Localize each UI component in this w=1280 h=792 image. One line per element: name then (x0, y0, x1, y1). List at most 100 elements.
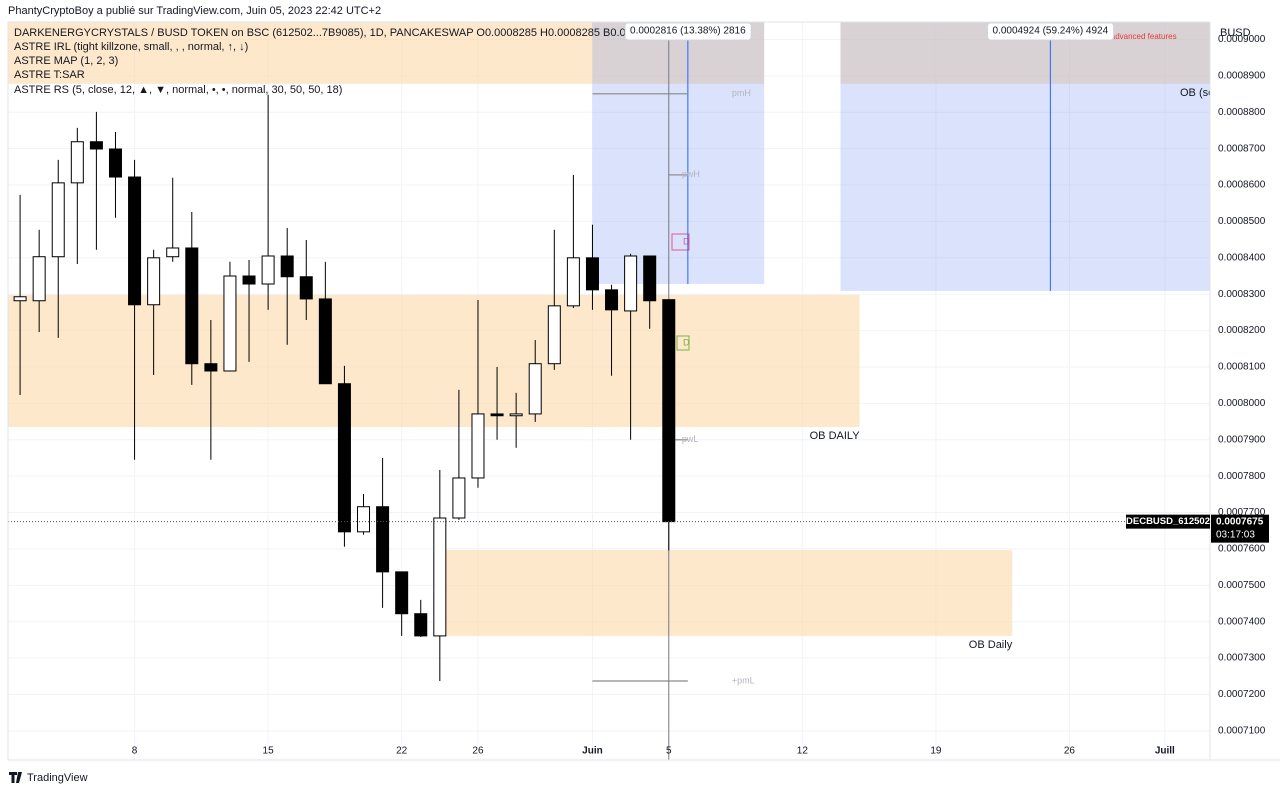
candle-body (89, 141, 103, 150)
y-tick-label: 0.0008600 (1218, 180, 1266, 191)
candle-body (280, 255, 294, 278)
indicator-line: ASTRE T:SAR (14, 69, 85, 81)
axes: BUSD 0.0007100 0.0007200 0.0007300 0.000740… (7, 21, 1280, 761)
candle-body (624, 255, 638, 312)
countdown: 03:17:03 (1216, 529, 1255, 540)
candle-body (605, 289, 619, 311)
zone (840, 22, 1210, 291)
y-tick-label: 0.0008500 (1218, 216, 1266, 227)
d-marker: D (683, 337, 690, 347)
level-label: pwL (682, 434, 699, 444)
y-tick-label: 0.0007800 (1218, 471, 1266, 482)
candle-body (566, 257, 580, 307)
y-tick-label: 0.0007400 (1218, 616, 1266, 627)
measure-label-bg (987, 22, 1115, 41)
indicator-line: ASTRE MAP (1, 2, 3) (14, 55, 118, 67)
indicator-line: ASTRE RS (5, close, 12, ▲, ▼, normal, •,… (14, 84, 342, 96)
x-tick-label: 26 (1064, 746, 1076, 757)
y-tick-label: 0.0008200 (1218, 325, 1266, 336)
y-tick-label: 0.0007700 (1218, 507, 1266, 518)
candle-body (318, 298, 332, 385)
x-tick-label: Juill (1155, 746, 1175, 757)
symbol-line: DARKENERGYCRYSTALS / BUSD TOKEN on BSC (… (14, 27, 725, 39)
candle-body (51, 182, 65, 258)
candle-body (376, 506, 390, 573)
candle-body (70, 141, 84, 184)
symbol-tag: DECBUSD_612502 (1126, 516, 1210, 527)
x-tick-label: 12 (797, 746, 809, 757)
brand: TradingView (27, 772, 88, 784)
zone (439, 550, 1013, 636)
d-marker: D (683, 236, 690, 246)
candle-body (223, 275, 237, 372)
level-label: pwH (682, 169, 700, 179)
candle-body (585, 257, 599, 291)
plot: D D pmH pwH pwL +pmL (8, 22, 1210, 760)
x-tick-label: 15 (263, 746, 275, 757)
candle-body (452, 477, 466, 519)
currency-label: BUSD (1220, 27, 1251, 39)
d-box (676, 335, 690, 351)
zone (592, 22, 765, 285)
level-label: +pmL (732, 675, 755, 685)
d-box (671, 233, 690, 251)
measure-label: 0.0004924 (59.24%) 4924 (987, 22, 1115, 41)
candle-body (528, 363, 542, 415)
y-tick-label: 0.0009000 (1218, 34, 1266, 45)
candle-body (337, 383, 351, 533)
candle-body (357, 506, 371, 533)
footer: TradingView (9, 772, 88, 784)
candle-body (242, 275, 256, 285)
logo (9, 772, 22, 783)
published-line: PhantyCryptoBoy a publié sur TradingView… (8, 5, 381, 17)
y-tick-label: 0.0007900 (1218, 434, 1266, 445)
x-tick-label: 8 (132, 746, 138, 757)
candle-body (108, 148, 122, 178)
y-tick-label: 0.0008700 (1218, 143, 1266, 154)
candle-body (147, 257, 161, 306)
y-tick-label: 0.0007300 (1218, 653, 1266, 664)
level-label: pmH (732, 88, 751, 98)
zones: OB (se OB DAILY OB Daily (8, 22, 1214, 651)
y-tick-label: 0.0008400 (1218, 252, 1266, 263)
candle-body (643, 255, 657, 302)
candle-body (471, 413, 485, 479)
y-tick-label: 0.0007100 (1218, 726, 1266, 737)
candle-body (662, 299, 676, 523)
legend: DARKENERGYCRYSTALS / BUSD TOKEN on BSC (… (14, 27, 1177, 96)
x-tick-label: Juin (582, 746, 603, 757)
candle-body (414, 613, 428, 637)
x-tick-label: 19 (930, 746, 942, 757)
candle-body (395, 571, 409, 615)
candle-body (261, 255, 275, 285)
candle-body (128, 176, 142, 306)
y-tick-label: 0.0007200 (1218, 689, 1266, 700)
y-tick-label: 0.0008900 (1218, 70, 1266, 81)
candle-body (204, 363, 218, 372)
measure-label: 0.0002816 (13.38%) 2816 (624, 22, 752, 41)
y-tick-label: 0.0008000 (1218, 398, 1266, 409)
price-tag: 0.0007675 (1216, 516, 1264, 527)
measure-label-bg (624, 22, 752, 41)
candle-body (299, 276, 313, 300)
y-tick-label: 0.0007500 (1218, 580, 1266, 591)
zone-label: OB DAILY (810, 430, 861, 442)
x-tick-label: 22 (396, 746, 408, 757)
x-tick-label: 26 (472, 746, 484, 757)
candle-body (547, 305, 561, 365)
y-tick-label: 0.0008100 (1218, 362, 1266, 373)
zone-label: OB (se (1180, 87, 1214, 99)
y-tick-label: 0.0007600 (1218, 544, 1266, 555)
indicator-line: ASTRE IRL (tight killzone, small, , , no… (14, 41, 248, 53)
price-tag-bg (1211, 514, 1269, 543)
candle-body (433, 517, 447, 637)
y-tick-label: 0.0008800 (1218, 107, 1266, 118)
candle-body (509, 413, 523, 417)
candle-body (13, 296, 27, 302)
candle-body (185, 247, 199, 365)
warning: m TV for advanced features (1078, 32, 1177, 41)
zone-label: OB Daily (969, 639, 1013, 651)
measure-label-text: 0.0002816 (13.38%) 2816 (630, 26, 746, 37)
